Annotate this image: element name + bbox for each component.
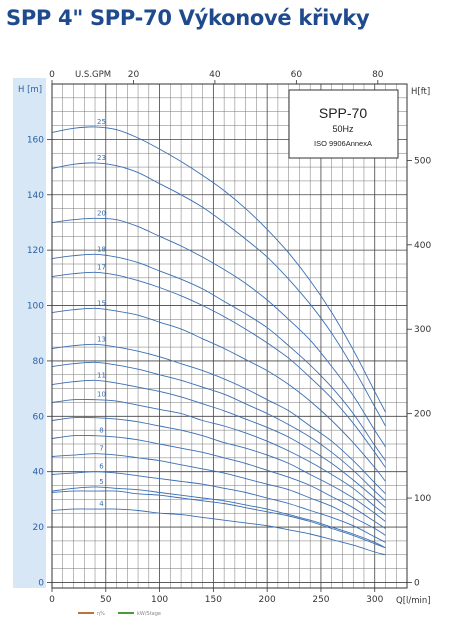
curve-stage-label: 15 bbox=[97, 299, 106, 307]
x-top-tick-label: 80 bbox=[372, 70, 384, 80]
y-left-tick-label: 120 bbox=[27, 246, 44, 256]
x-bottom-tick-label: 300 bbox=[366, 595, 383, 605]
y-left-tick-label: 140 bbox=[27, 191, 44, 201]
head-curve bbox=[51, 162, 386, 427]
model-info-box: SPP-70 50Hz ISO 9906AnnexA bbox=[288, 89, 399, 159]
head-curve bbox=[51, 398, 386, 515]
x-bottom-tick-label: 250 bbox=[312, 595, 329, 605]
legend-power-label: kW/Stage bbox=[137, 611, 161, 617]
y-left-tick-label: 20 bbox=[33, 523, 45, 533]
curve-stage-label: 6 bbox=[99, 463, 104, 471]
curve-stage-label: 20 bbox=[97, 209, 106, 217]
model-standard: ISO 9906AnnexA bbox=[314, 139, 372, 148]
head-curve bbox=[51, 361, 386, 502]
x-bottom-tick-label: 50 bbox=[100, 595, 112, 605]
legend: η% kW/Stage bbox=[78, 611, 161, 617]
y-right-tick-label: 200 bbox=[414, 410, 431, 420]
y-right-axis-label: H[ft] bbox=[411, 87, 430, 97]
curve-stage-label: 7 bbox=[99, 445, 103, 453]
head-curve bbox=[51, 490, 386, 549]
y-right-tick-label: 100 bbox=[414, 494, 431, 504]
head-curve bbox=[51, 416, 386, 522]
x-bottom-axis-label: Q[l/min] bbox=[396, 596, 431, 606]
curve-labels: 25 23 20 18 17 15 13 11 10 8 7 6 5 4 bbox=[97, 118, 106, 508]
plot-area bbox=[52, 84, 407, 588]
curve-stage-label: 17 bbox=[97, 263, 106, 271]
head-curve bbox=[51, 434, 386, 529]
curve-stage-label: 8 bbox=[99, 427, 103, 435]
curve-stage-label: 5 bbox=[99, 478, 103, 486]
model-info-frame bbox=[288, 89, 399, 159]
minor-grid bbox=[52, 84, 407, 588]
y-right-tick-label: 500 bbox=[414, 156, 431, 166]
curve-stage-label: 4 bbox=[99, 500, 104, 508]
head-curve bbox=[51, 217, 386, 448]
curve-stage-label: 25 bbox=[97, 118, 106, 126]
head-curves bbox=[51, 126, 386, 556]
head-curve bbox=[51, 471, 386, 543]
x-bottom-tick-label: 150 bbox=[205, 595, 222, 605]
y-left-tick-label: 160 bbox=[27, 135, 44, 145]
y-right-tick-label: 0 bbox=[414, 578, 420, 588]
legend-efficiency-label: η% bbox=[97, 611, 105, 617]
y-left-tick-label: 80 bbox=[33, 357, 45, 367]
y-left-tick-label: 60 bbox=[33, 412, 45, 422]
model-name: SPP-70 bbox=[319, 105, 367, 121]
head-curve bbox=[51, 253, 386, 461]
curve-stage-label: 23 bbox=[97, 154, 106, 162]
head-curve bbox=[51, 379, 386, 509]
x-top-tick-label: 60 bbox=[291, 70, 303, 80]
y-left-tick-label: 40 bbox=[33, 468, 45, 478]
y-right-tick-label: 400 bbox=[414, 241, 431, 251]
head-curve bbox=[51, 453, 386, 536]
plot-frame bbox=[51, 83, 408, 589]
curve-stage-label: 13 bbox=[97, 335, 106, 343]
x-bottom-tick-label: 200 bbox=[259, 595, 276, 605]
model-frequency: 50Hz bbox=[332, 124, 354, 134]
x-top-tick-label: 40 bbox=[209, 70, 221, 80]
curve-stage-label: 10 bbox=[97, 391, 106, 399]
y-right-tick-label: 300 bbox=[414, 325, 431, 335]
head-curve bbox=[51, 508, 386, 556]
curve-stage-label: 18 bbox=[97, 245, 106, 253]
head-curve bbox=[51, 486, 386, 549]
page-title: SPP 4" SPP-70 Výkonové křivky bbox=[6, 6, 370, 30]
x-top-axis-label: U.S.GPM bbox=[75, 70, 111, 80]
curve-stage-label: 11 bbox=[97, 371, 106, 379]
x-bottom-tick-label: 0 bbox=[49, 595, 55, 605]
head-curve bbox=[51, 126, 386, 413]
head-curve bbox=[51, 343, 386, 495]
head-curve bbox=[51, 271, 386, 468]
x-top-tick-label: 0 bbox=[49, 70, 55, 80]
x-bottom-tick-label: 100 bbox=[151, 595, 168, 605]
y-left-axis-label: H [m] bbox=[18, 85, 42, 95]
left-axis-band bbox=[13, 78, 46, 588]
x-top-tick-label: 20 bbox=[128, 70, 140, 80]
head-curve bbox=[51, 307, 386, 482]
y-left-tick-label: 0 bbox=[38, 578, 44, 588]
y-left-tick-label: 100 bbox=[27, 302, 44, 312]
